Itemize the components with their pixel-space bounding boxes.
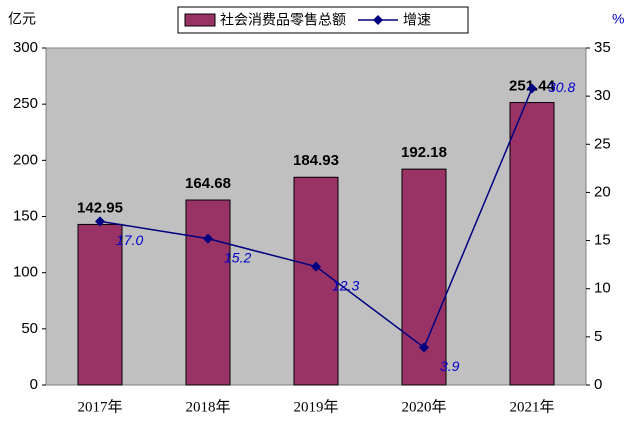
y2-tick-label: 10 <box>594 280 611 297</box>
y2-tick-label: 25 <box>594 135 611 152</box>
line-value-label: 3.9 <box>440 358 460 374</box>
y2-tick-label: 20 <box>594 183 611 200</box>
bar-value-label: 192.18 <box>401 144 447 161</box>
legend-label: 增速 <box>403 12 431 28</box>
line-value-label: 12.3 <box>332 277 359 293</box>
y-tick-label: 100 <box>13 264 38 281</box>
y-tick-label: 200 <box>13 151 38 168</box>
y2-tick-label: 5 <box>594 328 602 345</box>
y-tick-label: 150 <box>13 207 38 224</box>
bar <box>185 199 231 386</box>
y2-axis-title: % <box>612 11 624 27</box>
y2-tick-label: 15 <box>594 232 611 249</box>
line-marker <box>311 261 321 272</box>
line-marker <box>95 216 105 227</box>
x-tick-label: 2019年 <box>293 398 338 415</box>
legend <box>177 6 469 34</box>
y-tick-label: 300 <box>13 39 38 56</box>
y2-tick-label: 35 <box>594 39 611 56</box>
legend-marker <box>373 15 383 25</box>
y-tick-label: 0 <box>30 376 38 393</box>
legend-swatch <box>184 13 216 27</box>
y2-tick-label: 0 <box>594 376 602 393</box>
line-value-label: 30.8 <box>548 79 575 95</box>
bar <box>77 223 123 386</box>
line-value-label: 15.2 <box>224 249 251 265</box>
line-marker <box>203 233 213 244</box>
x-tick-label: 2018年 <box>185 398 230 415</box>
bar-value-label: 142.95 <box>77 199 123 216</box>
bar <box>293 176 339 386</box>
y-tick-label: 250 <box>13 95 38 112</box>
y-tick-label: 50 <box>21 320 38 337</box>
line-value-label: 17.0 <box>116 232 143 248</box>
bar <box>509 102 555 386</box>
bar-value-label: 164.68 <box>185 175 231 192</box>
x-tick-label: 2021年 <box>509 398 554 415</box>
y-axis-title: 亿元 <box>8 11 36 27</box>
line-marker <box>527 83 537 94</box>
bar-value-label: 184.93 <box>293 152 339 169</box>
y2-tick-label: 30 <box>594 87 611 104</box>
x-tick-label: 2020年 <box>401 398 446 415</box>
line-marker <box>419 342 429 353</box>
x-tick-label: 2017年 <box>77 398 122 415</box>
bar <box>401 168 447 386</box>
legend-label: 社会消费品零售总额 <box>220 12 346 28</box>
